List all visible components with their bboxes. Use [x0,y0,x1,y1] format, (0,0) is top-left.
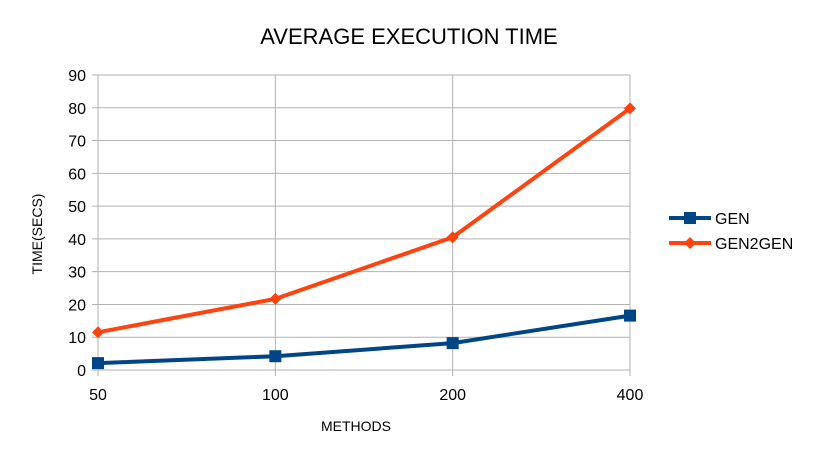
data-point [624,102,636,115]
x-tick-label: 100 [262,387,289,404]
y-tick-label: 10 [68,330,86,347]
legend-label: GEN2GEN [715,236,793,253]
data-point [446,337,459,350]
y-tick-label: 40 [68,232,86,249]
y-tick-label: 50 [68,199,86,216]
data-point [92,326,104,339]
x-axis-label: METHODS [321,418,391,434]
y-tick-label: 90 [68,68,86,85]
series-gen2gen [92,102,636,339]
legend-item: GEN2GEN [669,236,793,253]
y-tick-label: 30 [68,265,86,282]
series-line [97,106,632,335]
y-tick-label: 0 [77,363,86,380]
legend-marker [684,237,696,249]
y-axis-label: TIME(SECS) [29,194,45,275]
legend-item: GEN [669,211,750,228]
series-line [97,313,631,366]
series-gen [92,309,636,370]
data-point [624,309,636,322]
data-point [446,231,459,244]
legend-label: GEN [715,211,750,228]
legend: GEN GEN2GEN [669,211,793,253]
x-tick-label: 50 [89,387,107,404]
data-point [269,350,282,363]
y-tick-label: 60 [68,166,86,183]
x-tick-label: 400 [617,387,644,404]
y-tick-label: 80 [68,101,86,118]
chart-title: AVERAGE EXECUTION TIME [260,24,557,49]
legend-marker [684,212,696,224]
series [92,102,636,370]
y-tick-label: 20 [68,297,86,314]
grid [92,74,631,376]
data-point [269,292,282,305]
data-point [92,357,104,370]
y-tick-label: 70 [68,134,86,151]
x-tick-label: 200 [439,387,466,404]
axes: 0 10 20 30 40 50 60 70 80 90 50 100 200 400 [68,68,643,404]
